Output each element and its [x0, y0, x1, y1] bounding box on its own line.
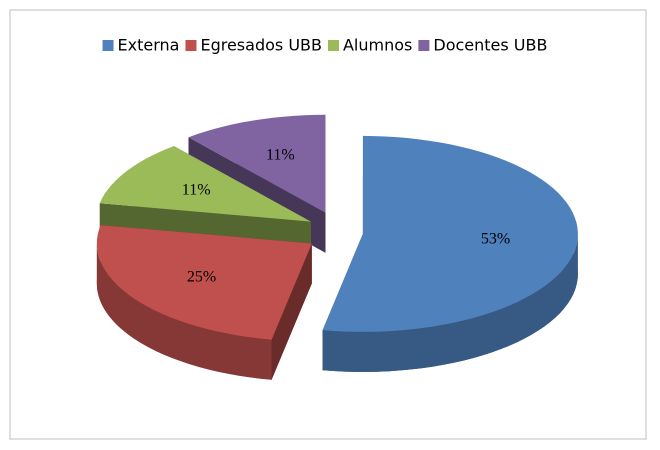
legend-label: Egresados UBB: [200, 36, 322, 55]
value-label: 53%: [481, 230, 510, 247]
legend-label: Alumnos: [343, 36, 412, 55]
legend-swatch: [185, 40, 197, 51]
legend-swatch: [418, 40, 430, 51]
legend-swatch: [102, 40, 114, 51]
slice-side: [96, 243, 272, 380]
slice: [322, 135, 578, 332]
pie: 53% 25% 11% 11%: [96, 114, 578, 380]
value-label: 11%: [182, 181, 211, 198]
legend-swatch: [327, 40, 339, 51]
legend: Externa Egresados UBB Alumnos Docentes UBB: [102, 36, 547, 55]
slice: [188, 114, 326, 213]
slice: [96, 225, 312, 340]
legend-label: Externa: [118, 36, 180, 55]
value-label: 25%: [187, 268, 216, 285]
legend-label: Docentes UBB: [433, 36, 547, 55]
slice: [99, 146, 311, 222]
value-label: 11%: [266, 146, 295, 163]
slice-side: [322, 233, 578, 372]
